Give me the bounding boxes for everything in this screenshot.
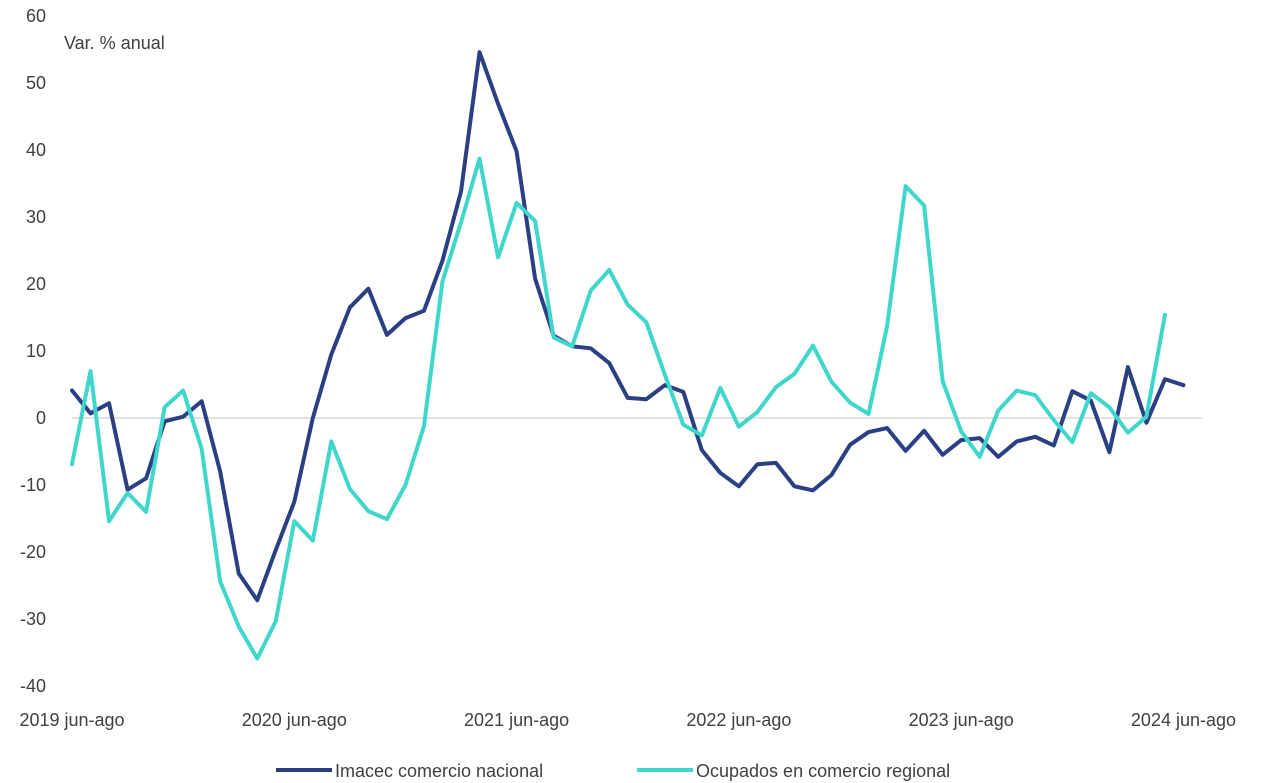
series-line-2 [70,156,1167,661]
y-tick-label: -30 [20,609,46,629]
series-line-1 [70,50,1186,603]
legend-label: Imacec comercio nacional [335,761,543,781]
series-layer [70,50,1186,661]
y-tick-label: -40 [20,676,46,696]
y-tick-label: 0 [36,408,46,428]
x-axis-ticks: 2019 jun-ago 2020 jun-ago 2021 jun-ago 2022… [19,710,1236,730]
y-tick-label: -10 [20,475,46,495]
y-axis-label: Var. % anual [64,33,165,53]
legend: Imacec comercio nacional Ocupados en come… [276,761,950,781]
y-tick-label: -20 [20,542,46,562]
x-tick-label: 2019 jun-ago [19,710,124,730]
y-tick-label: 40 [26,140,46,160]
y-tick-label: 50 [26,73,46,93]
y-tick-label: 60 [26,6,46,26]
x-tick-label: 2020 jun-ago [242,710,347,730]
y-tick-label: 30 [26,207,46,227]
x-tick-label: 2023 jun-ago [909,710,1014,730]
y-axis-ticks: -40 -30 -20 -10 0 10 20 30 40 50 60 [20,6,46,696]
x-tick-label: 2021 jun-ago [464,710,569,730]
y-tick-label: 20 [26,274,46,294]
legend-label: Ocupados en comercio regional [696,761,950,781]
x-tick-label: 2022 jun-ago [686,710,791,730]
y-tick-label: 10 [26,341,46,361]
x-tick-label: 2024 jun-ago [1131,710,1236,730]
